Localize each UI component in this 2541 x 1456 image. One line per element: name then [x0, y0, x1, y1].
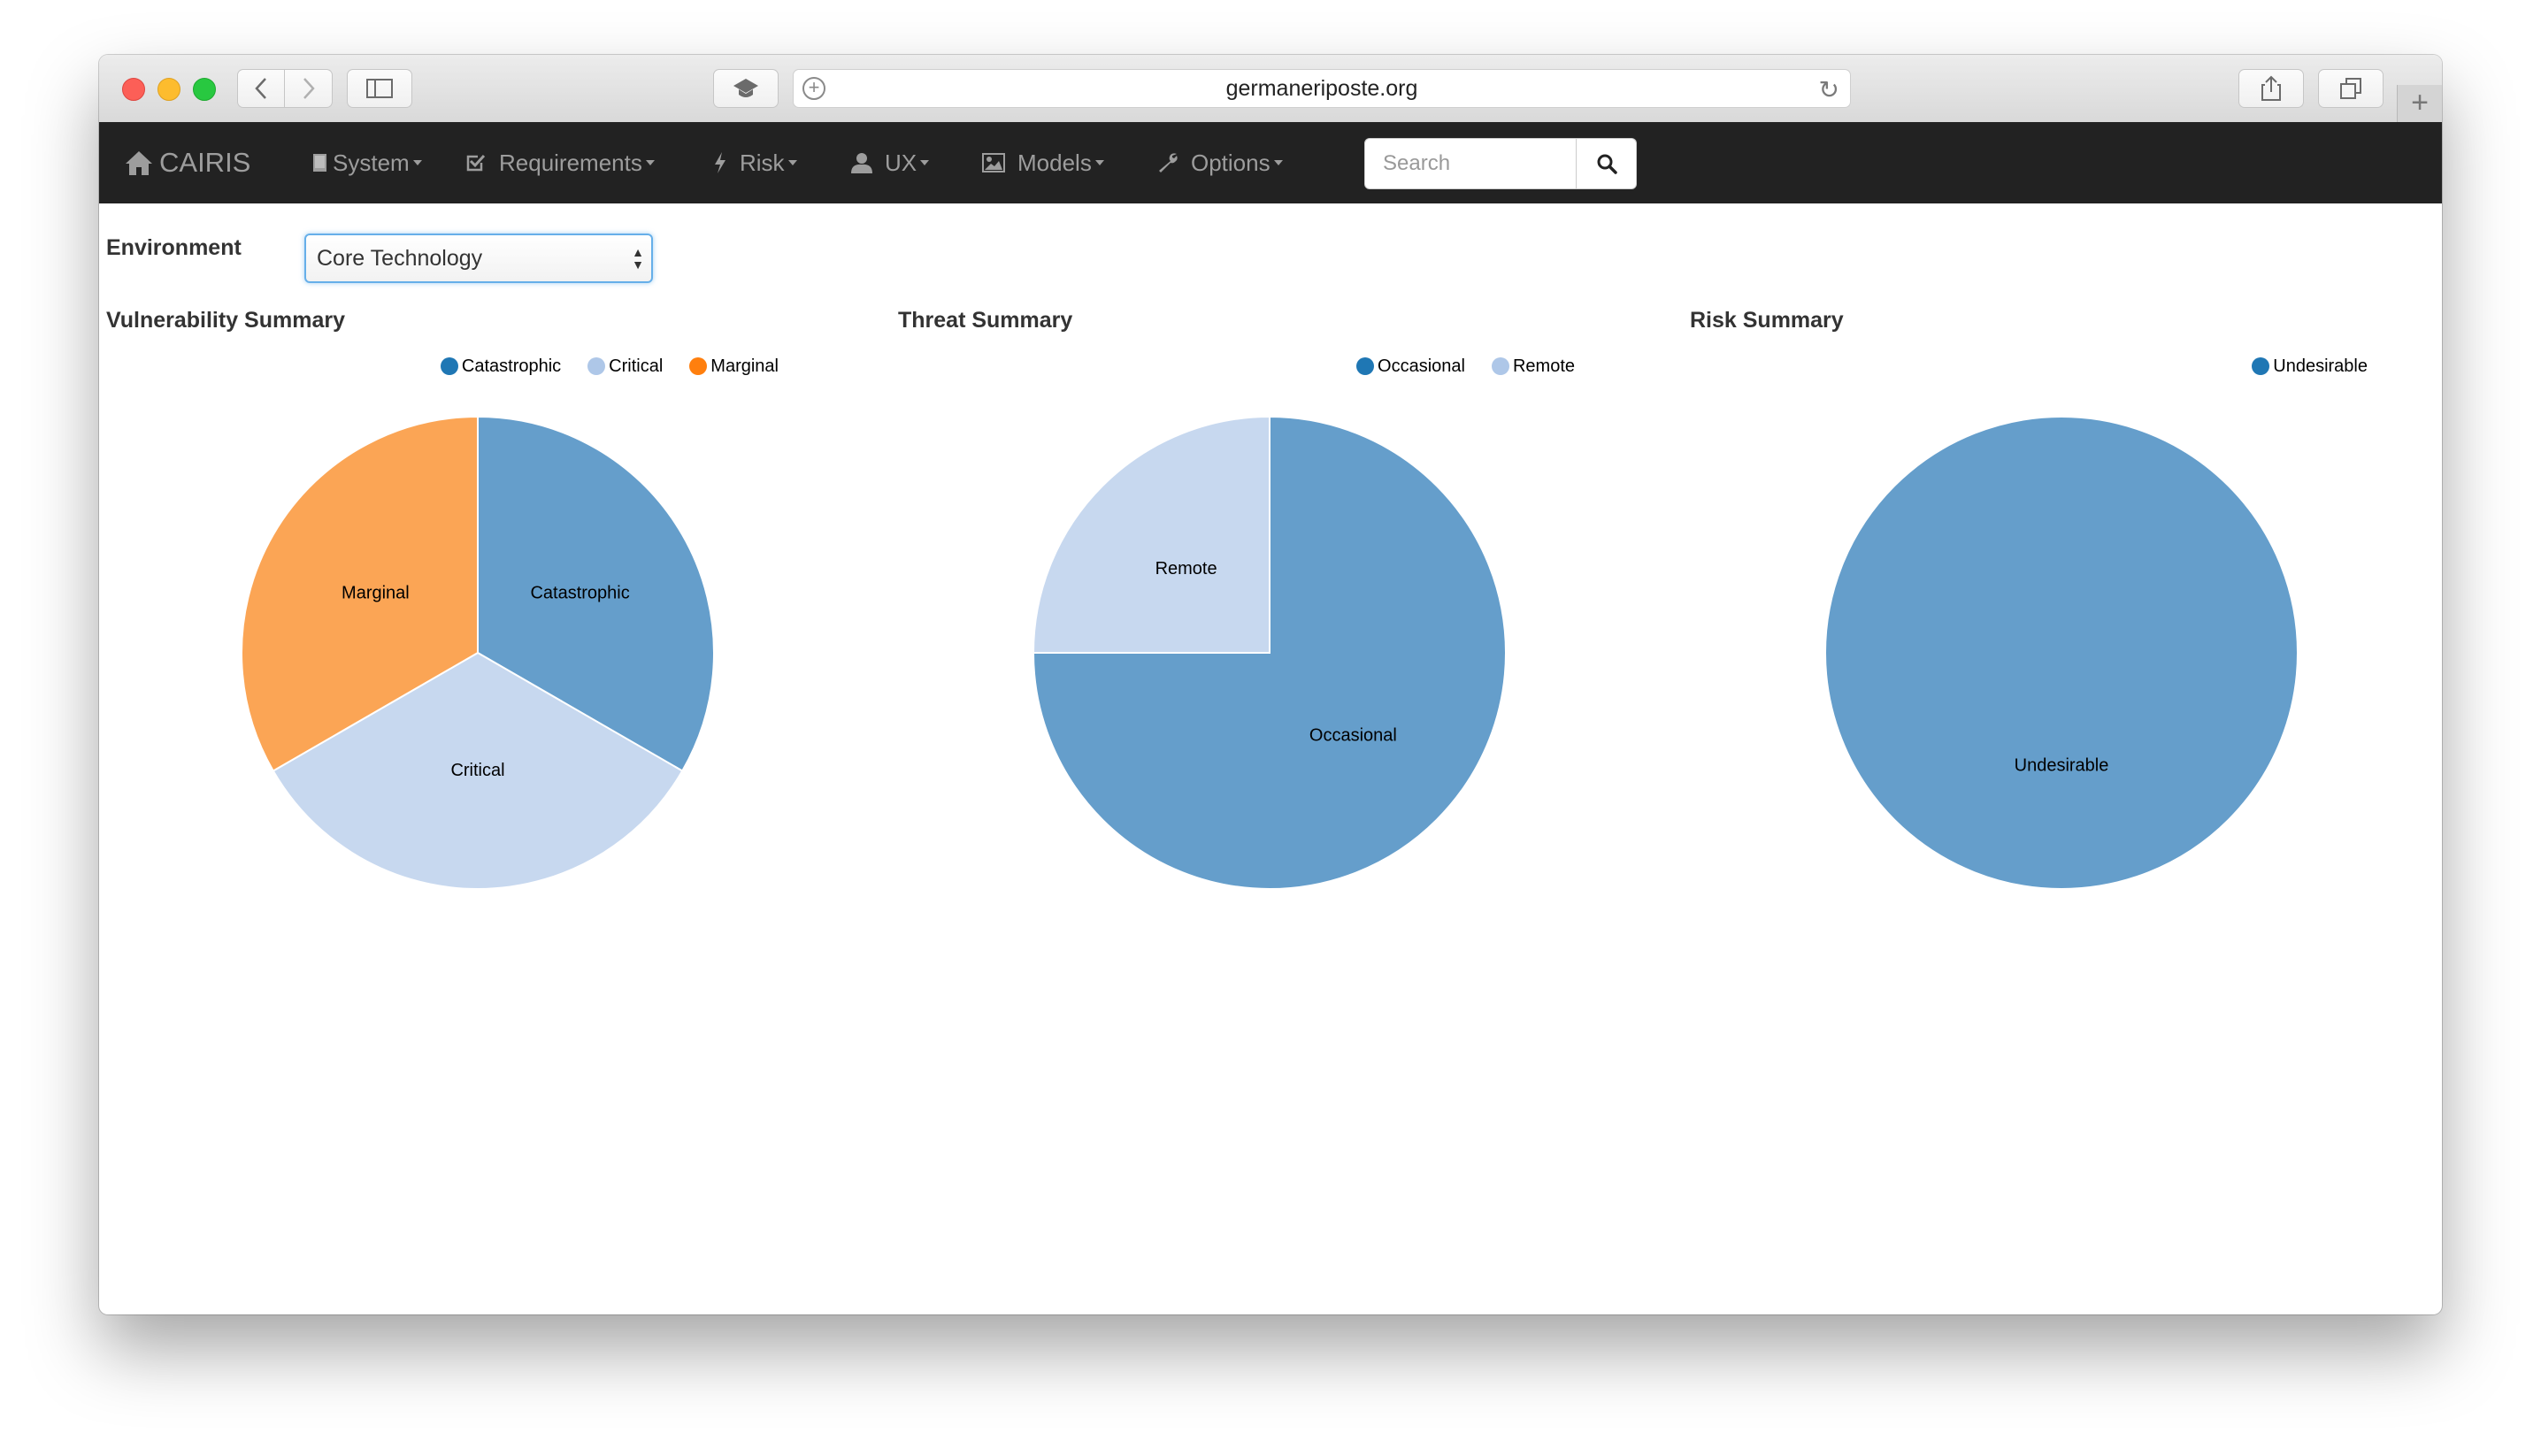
legend-swatch: [1491, 357, 1509, 375]
tabs-icon: [2340, 78, 2361, 99]
back-button[interactable]: [237, 69, 285, 108]
legend-item-remote[interactable]: Remote: [1491, 356, 1575, 377]
pie-label-remote: Remote: [1155, 559, 1217, 579]
legend-label: Undesirable: [2273, 356, 2368, 376]
extension-button[interactable]: [713, 69, 779, 108]
legend-label: Catastrophic: [461, 356, 562, 376]
legend-swatch: [440, 357, 458, 375]
caret-down-icon: [787, 160, 797, 165]
vulnerability-summary-title: Vulnerability Summary: [106, 308, 345, 333]
nav-risk-label: Risk: [740, 149, 785, 176]
chevron-right-icon: [303, 78, 315, 99]
vulnerability-legend: Catastrophic Critical Marginal: [414, 356, 779, 377]
wrench-icon: [1159, 153, 1178, 172]
caret-down-icon: [645, 160, 655, 165]
environment-label: Environment: [106, 235, 242, 260]
risk-summary-title: Risk Summary: [1690, 308, 1844, 333]
caret-down-icon: [1094, 160, 1104, 165]
caret-down-icon: [920, 160, 930, 165]
book-icon: [313, 154, 326, 172]
select-arrows-icon: ▲ ▼: [632, 245, 644, 272]
search-button[interactable]: [1577, 138, 1637, 189]
legend-label: Critical: [609, 356, 664, 376]
nav-risk[interactable]: Risk: [713, 122, 797, 203]
pie-label-critical: Critical: [450, 761, 504, 780]
brand-link[interactable]: CAIRIS: [124, 122, 250, 203]
nav-system-label: System: [333, 149, 410, 176]
add-icon[interactable]: +: [802, 77, 825, 100]
risk-legend: Undesirable: [2225, 356, 2368, 377]
environment-selected-value: Core Technology: [317, 245, 483, 271]
pie-slice-marginal[interactable]: [241, 415, 479, 772]
threat-summary-title: Threat Summary: [898, 308, 1073, 333]
nav-requirements[interactable]: Requirements: [465, 122, 655, 203]
legend-label: Marginal: [710, 356, 779, 376]
vulnerability-pie-chart: Catastrophic Critical Marginal: [241, 415, 715, 890]
tabs-overview-button[interactable]: [2318, 69, 2384, 108]
picture-icon: [982, 153, 1005, 172]
pie-label-catastrophic: Catastrophic: [530, 584, 629, 603]
pie-slice-remote[interactable]: [1032, 415, 1270, 654]
pie-label-occasional: Occasional: [1309, 726, 1397, 746]
browser-window: + germaneriposte.org ↻ + CAIRIS System R…: [99, 55, 2442, 1314]
nav-requirements-label: Requirements: [499, 149, 642, 176]
nav-models-label: Models: [1017, 149, 1092, 176]
sidebar-toggle-button[interactable]: [347, 69, 412, 108]
forward-button[interactable]: [285, 69, 333, 108]
pie-label-marginal: Marginal: [342, 584, 410, 603]
zoom-window-button[interactable]: [193, 78, 216, 101]
legend-item-marginal[interactable]: Marginal: [689, 356, 779, 377]
nav-options[interactable]: Options: [1157, 122, 1283, 203]
chevron-left-icon: [255, 78, 266, 99]
nav-ux[interactable]: UX: [851, 122, 930, 203]
app-navbar: CAIRIS System Requirements Risk UX Model…: [99, 122, 2442, 203]
legend-item-critical[interactable]: Critical: [587, 356, 663, 377]
legend-item-undesirable[interactable]: Undesirable: [2252, 356, 2368, 377]
share-button[interactable]: [2238, 69, 2304, 108]
nav-options-label: Options: [1191, 149, 1270, 176]
user-icon: [851, 153, 872, 173]
caret-down-icon: [1273, 160, 1283, 165]
address-bar[interactable]: + germaneriposte.org ↻: [793, 69, 1851, 108]
bolt-icon: [715, 152, 725, 173]
close-window-button[interactable]: [122, 78, 145, 101]
sidebar-icon: [366, 79, 393, 98]
legend-swatch: [587, 357, 606, 375]
nav-ux-label: UX: [885, 149, 917, 176]
threat-pie-chart: Occasional Remote: [1032, 415, 1507, 890]
minimize-window-button[interactable]: [157, 78, 180, 101]
nav-system[interactable]: System: [311, 122, 422, 203]
check-square-icon: [466, 154, 486, 172]
pie-slice-undesirable[interactable]: [1824, 416, 2299, 890]
brand-label: CAIRIS: [159, 147, 251, 178]
search-input[interactable]: [1364, 138, 1577, 189]
threat-legend: Occasional Remote: [1330, 356, 1575, 377]
search-form: [1364, 138, 1637, 189]
url-text: germaneriposte.org: [1225, 75, 1418, 101]
reload-icon[interactable]: ↻: [1818, 76, 1839, 103]
legend-label: Remote: [1512, 356, 1575, 376]
legend-item-catastrophic[interactable]: Catastrophic: [440, 356, 562, 377]
pie-slice-catastrophic[interactable]: [477, 415, 715, 772]
legend-swatch: [2252, 357, 2270, 375]
nav-models[interactable]: Models: [982, 122, 1104, 203]
caret-down-icon: [412, 160, 422, 165]
legend-item-occasional[interactable]: Occasional: [1356, 356, 1465, 377]
legend-swatch: [689, 357, 708, 375]
pie-label-undesirable: Undesirable: [2015, 755, 2109, 775]
legend-label: Occasional: [1378, 356, 1465, 376]
new-tab-button[interactable]: +: [2397, 85, 2442, 122]
risk-pie-chart: Undesirable: [1824, 416, 2299, 890]
search-icon: [1597, 154, 1617, 174]
browser-toolbar: + germaneriposte.org ↻ +: [99, 55, 2442, 123]
legend-swatch: [1356, 357, 1375, 375]
environment-select[interactable]: Core Technology ▲ ▼: [304, 234, 653, 283]
share-icon: [2261, 75, 2281, 101]
graduation-cap-icon: [733, 79, 758, 97]
home-icon: [126, 151, 152, 175]
